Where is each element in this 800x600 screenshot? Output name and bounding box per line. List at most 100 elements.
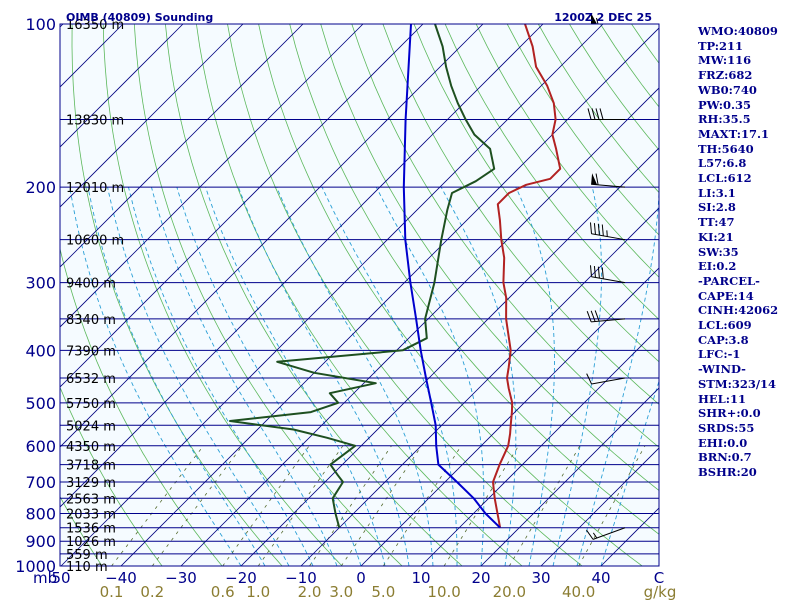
temperature-tick-label: 10: [411, 569, 430, 587]
stat-line: TP:211: [698, 38, 744, 53]
mixing-ratio-line: [222, 445, 310, 566]
wind-barb-feather: [590, 310, 596, 322]
stat-line: SRDS:55: [698, 420, 755, 435]
temperature-tick-label: 40: [591, 569, 610, 587]
wind-barb-feather: [586, 529, 594, 540]
temperature-tick-label: 30: [531, 569, 550, 587]
wind-barb: [586, 527, 626, 540]
stat-line: LCL:612: [698, 171, 752, 186]
height-label: 7390 m: [66, 344, 116, 359]
sounding-traces: [229, 24, 562, 529]
mixing-ratio-label: 0.1: [100, 583, 124, 600]
stat-line: LCL:609: [698, 318, 752, 333]
height-label: 5024 m: [66, 419, 116, 434]
stat-line: SHR+:0.0: [698, 406, 761, 421]
height-label: 5750 m: [66, 397, 116, 412]
wind-barb-staff: [591, 276, 626, 284]
pressure-label: 900: [25, 532, 56, 551]
height-label: 13830 m: [66, 113, 124, 128]
mixing-ratio-line: [309, 445, 392, 566]
height-label: 3718 m: [66, 459, 116, 474]
temperature-tick-label: −30: [165, 569, 197, 587]
wind-barb: [586, 310, 626, 323]
isotherm: [120, 27, 659, 566]
mixing-ratio-label: 40.0: [562, 583, 595, 600]
stat-line: SW:35: [698, 244, 739, 259]
wind-barb: [589, 222, 626, 241]
wind-barb-feather: [593, 223, 596, 235]
stat-line: L57:6.8: [698, 156, 747, 171]
isotherm: [0, 24, 3, 566]
valid-time: 1200Z 2 DEC 25: [554, 11, 652, 24]
pressure-label: 200: [25, 178, 56, 197]
pressure-label: 300: [25, 274, 56, 293]
height-label: 2563 m: [66, 492, 116, 507]
sounding-indices-panel: WMO:40809 TP:211 MW:116 FRZ:682 WB0:740 PW:0.…: [698, 24, 798, 480]
mixing-ratio-line: [111, 445, 204, 566]
height-label: 1536 m: [66, 522, 116, 537]
stat-line: EHI:0.0: [698, 435, 748, 450]
mixing-ratio-line: [340, 445, 422, 566]
stat-line: FRZ:682: [698, 68, 753, 83]
isotherms: [0, 24, 659, 566]
height-label: 1026 m: [66, 535, 116, 550]
temperature-tick-label: 20: [471, 569, 490, 587]
wind-barb-staff: [592, 527, 626, 540]
wind-barb-feather: [587, 108, 592, 120]
isotherm: [60, 24, 184, 148]
wind-barb-feather: [601, 224, 604, 236]
height-label: 6532 m: [66, 372, 116, 387]
mixing-ratio-unit-label: g/kg: [644, 583, 677, 600]
moist-adiabat: [128, 187, 314, 566]
height-label: 3129 m: [66, 476, 116, 491]
mixing-ratio-label: 10.0: [427, 583, 460, 600]
wind-barb-feather: [601, 267, 604, 279]
height-label: 110 m: [66, 560, 108, 575]
chart-title: OIMB (40809) Sounding: [66, 11, 213, 24]
pressure-label: 500: [25, 394, 56, 413]
isotherm: [60, 24, 244, 208]
wind-barb-staff: [591, 377, 626, 385]
stat-line: RH:35.5: [698, 112, 751, 127]
wind-barb-feather: [595, 173, 599, 185]
temperature-tick-label: 50: [51, 569, 70, 587]
stat-line: WMO:40809: [698, 24, 778, 38]
pressure-label: 100: [25, 15, 56, 34]
temperature-tick-label: −20: [225, 569, 257, 587]
isotherm: [60, 24, 424, 388]
height-label: 12010 m: [66, 181, 124, 196]
wind-barbs: [586, 13, 626, 540]
wind-barb: [589, 265, 626, 284]
stat-line: CINH:42062: [698, 303, 779, 318]
isotherm: [480, 387, 659, 566]
pressure-label: 400: [25, 341, 56, 360]
height-label: 16350 m: [66, 18, 124, 33]
stat-line: LFC:-1: [698, 347, 741, 362]
stat-line: SI:2.8: [698, 200, 736, 215]
stat-line: BSHR:20: [698, 465, 757, 480]
wind-barb-feather: [597, 266, 600, 279]
plot-area: [60, 24, 659, 566]
stat-line: TT:47: [698, 215, 735, 230]
wind-barb-feather: [589, 222, 593, 234]
mixing-ratio-label: 0.6: [211, 583, 235, 600]
isotherm: [540, 447, 659, 566]
plot-frame: [59, 23, 660, 567]
wind-barb: [591, 173, 626, 188]
stat-line: MAXT:17.1: [698, 126, 769, 141]
wind-barb-feather: [599, 108, 604, 120]
wind-barb-feather: [586, 310, 592, 323]
mixing-ratio-label: 0.2: [140, 583, 164, 600]
height-label: 8340 m: [66, 313, 116, 328]
pressure-label: 700: [25, 473, 56, 492]
wind-barb-feather: [594, 310, 600, 322]
pressure-label: 800: [25, 504, 56, 523]
isotherm: [420, 327, 659, 566]
isotherm: [240, 147, 659, 566]
isotherm: [60, 24, 484, 448]
y-axis-unit-label: mb: [33, 569, 57, 587]
wind-barb-pennant: [591, 173, 598, 185]
wind-barb: [586, 373, 626, 385]
height-label: 10600 m: [66, 234, 124, 249]
